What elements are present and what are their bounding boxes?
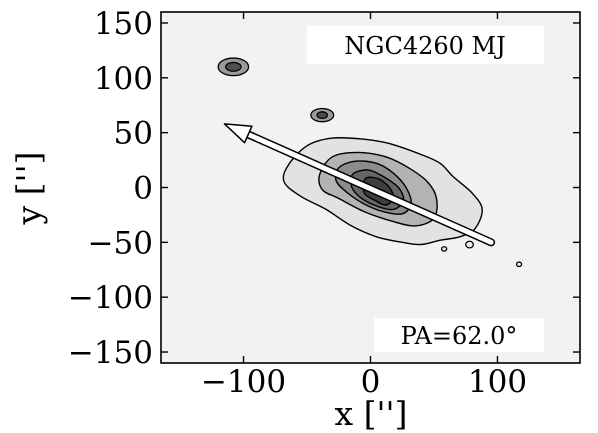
x-tick-label: 100 [468, 364, 527, 400]
major-axis-arrow [223, 123, 496, 247]
pa-label: PA=62.0° [401, 322, 518, 350]
x-axis-title: x [''] [335, 394, 408, 433]
y-tick-label: −50 [88, 225, 153, 261]
y-tick-label: 50 [114, 116, 153, 152]
plot-frame [160, 11, 581, 364]
galaxy-label-box [307, 26, 544, 64]
y-tick-label: 150 [94, 6, 153, 42]
x-tick-label: −100 [201, 364, 286, 400]
compact-source-5-ring-1 [440, 246, 448, 252]
arrow-head [223, 123, 253, 144]
y-tick-label: 0 [133, 171, 153, 207]
y-tick-label: 100 [94, 61, 153, 97]
x-tick-label: 0 [361, 364, 381, 400]
y-axis-title: y [''] [9, 151, 48, 225]
y-tick-label: −100 [68, 280, 153, 316]
compact-source-4-ring-1 [515, 261, 523, 268]
compact-source-1-ring-2 [225, 61, 242, 72]
y-tick-label: −150 [68, 335, 153, 371]
galaxy-label: NGC4260 MJ [344, 32, 505, 60]
compact-sources [217, 57, 523, 268]
galaxy-label-group: NGC4260 MJ [307, 26, 544, 64]
pa-label-box [374, 318, 544, 352]
compact-source-3-ring-1 [465, 240, 474, 249]
compact-source-2-ring-2 [316, 111, 329, 120]
pa-label-group: PA=62.0° [374, 318, 544, 352]
arrow-shaft [245, 131, 494, 245]
axis-ticks: −100 0 100 150 100 50 0 −50 −100 −150 [68, 6, 580, 400]
